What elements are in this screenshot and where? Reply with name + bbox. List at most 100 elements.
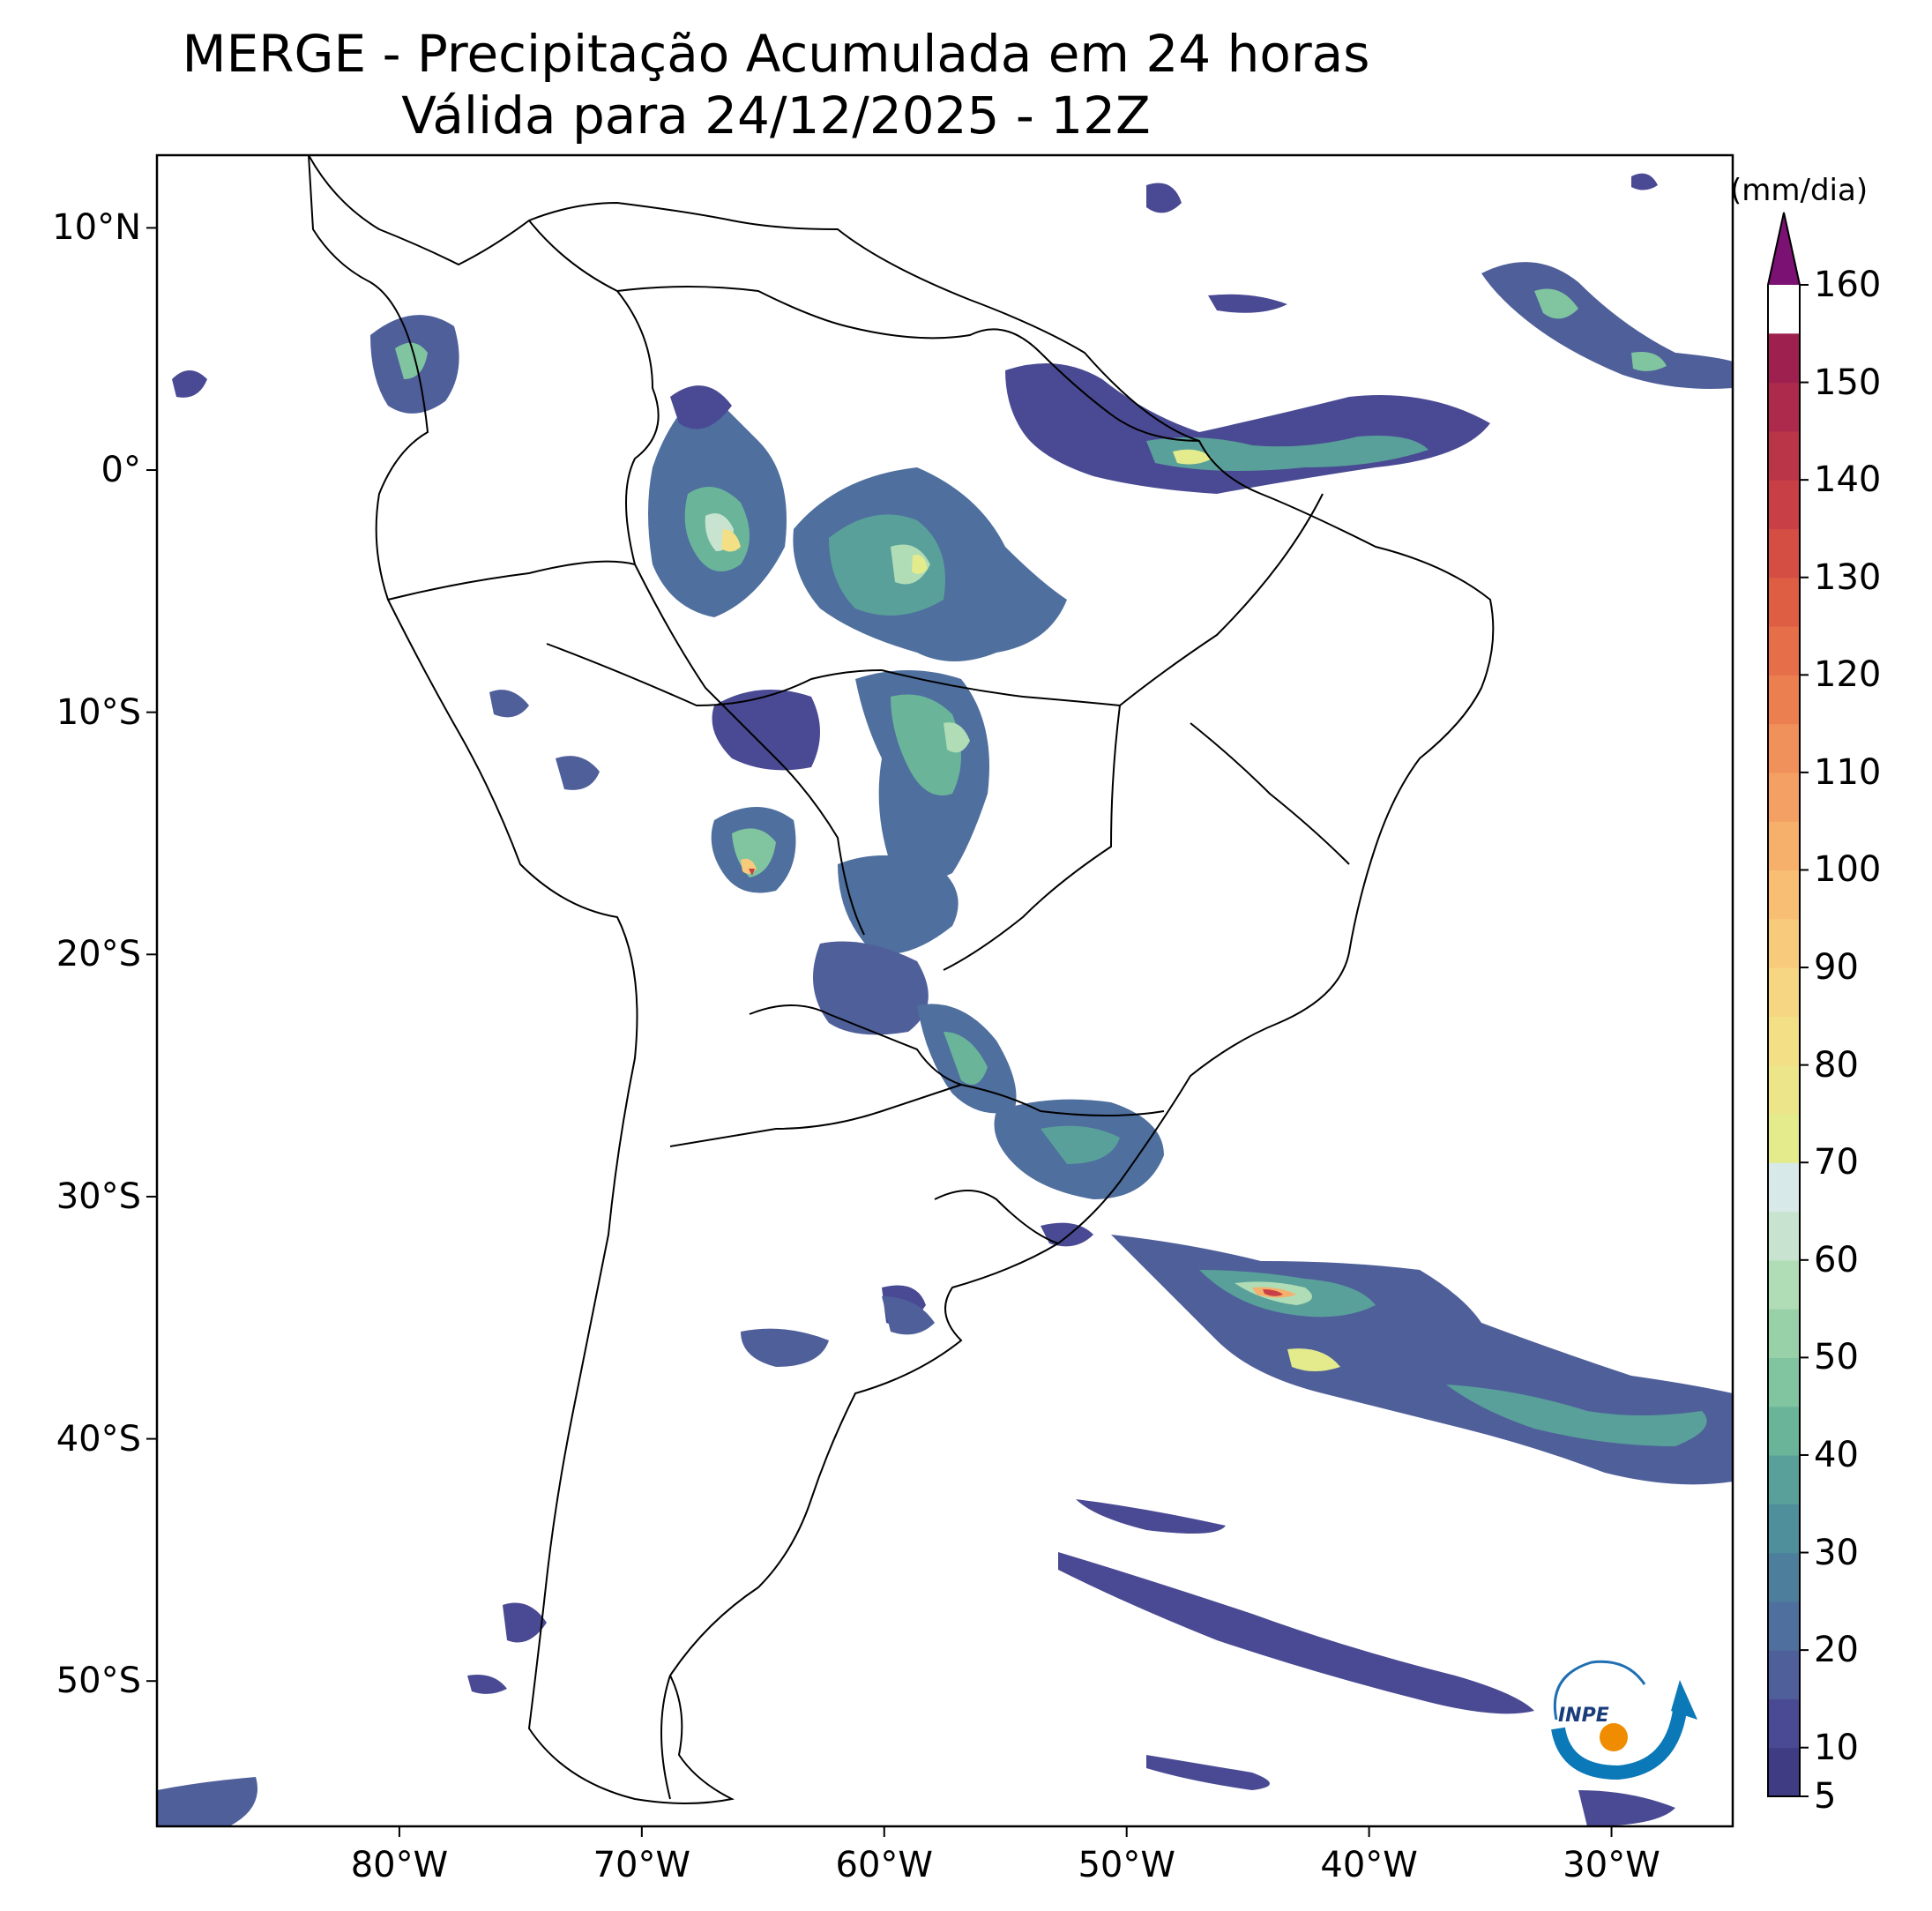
colorbar-segment — [1768, 1650, 1800, 1700]
rain-area — [1146, 436, 1428, 471]
colorbar-segment — [1768, 1064, 1800, 1115]
y-tick-label: 50°S — [56, 1661, 141, 1702]
colorbar-segment — [1768, 1309, 1800, 1358]
x-tick-label: 60°W — [835, 1845, 933, 1885]
x-axis-ticks — [398, 1826, 1613, 1837]
x-tick-label: 40°W — [1320, 1845, 1418, 1885]
colorbar-segment — [1768, 1747, 1800, 1797]
inpe-logo: INPE — [1551, 1660, 1697, 1780]
colorbar-extend-arrow — [1768, 213, 1800, 285]
colorbar-segment — [1768, 821, 1800, 871]
colorbar-tick-label: 120 — [1814, 654, 1882, 696]
colorbar-tick-label: 110 — [1814, 751, 1882, 793]
rain-area — [1005, 363, 1490, 494]
rain-area — [944, 722, 970, 753]
country-border — [669, 1084, 962, 1147]
colorbar-tick-label: 5 — [1814, 1776, 1837, 1817]
y-axis-ticks — [146, 227, 157, 1683]
y-tick-label: 10°N — [52, 207, 141, 249]
colorbar-segment — [1768, 723, 1800, 773]
country-border — [634, 564, 865, 936]
colorbar-tick-label: 140 — [1814, 459, 1882, 501]
colorbar-unit-label: (mm/dia) — [1730, 173, 1869, 208]
rain-area — [556, 756, 600, 790]
colorbar-segment — [1768, 870, 1800, 920]
rain-area — [489, 690, 529, 718]
x-tick-label: 50°W — [1078, 1845, 1175, 1885]
colorbar-segment — [1768, 1698, 1800, 1749]
rain-area — [1481, 262, 1733, 389]
colorbar-segment — [1768, 1113, 1800, 1163]
rain-area — [670, 385, 732, 429]
colorbar-tick-label: 30 — [1814, 1532, 1859, 1573]
colorbar-tick-label: 70 — [1814, 1142, 1859, 1183]
colorbar-segment — [1768, 1406, 1800, 1456]
colorbar-segment — [1768, 967, 1800, 1017]
map-subtitle: Válida para 24/12/2025 - 12Z — [401, 86, 1151, 146]
colorbar-segment — [1768, 1552, 1800, 1602]
x-tick-label: 70°W — [593, 1845, 691, 1885]
colorbar-tick-label: 50 — [1814, 1337, 1859, 1378]
country-border — [660, 1675, 671, 1800]
rain-area — [912, 555, 928, 574]
colorbar-segment — [1768, 577, 1800, 627]
colorbar-tick-label: 130 — [1814, 556, 1882, 598]
country-border — [749, 1004, 962, 1086]
rain-area — [1208, 294, 1287, 313]
colorbar-segment — [1768, 1259, 1800, 1310]
rain-area — [1173, 449, 1212, 465]
rain-area — [721, 529, 741, 552]
colorbar-frame — [1767, 212, 1801, 1797]
rain-area — [1631, 352, 1667, 371]
colorbar-tick-label: 10 — [1814, 1727, 1859, 1768]
rain-area — [503, 1602, 547, 1643]
x-tick-label: 30°W — [1563, 1845, 1660, 1885]
colorbar-segment — [1768, 1162, 1800, 1213]
map-frame — [155, 153, 1734, 1828]
rain-area — [838, 855, 959, 954]
rain-area — [1146, 183, 1182, 213]
y-tick-label: 10°S — [56, 691, 141, 733]
country-border — [934, 1190, 1059, 1244]
colorbar-segment — [1768, 772, 1800, 822]
rain-area — [1287, 1348, 1340, 1371]
continent-outline — [308, 155, 1495, 1804]
colorbar-tick-label: 80 — [1814, 1044, 1859, 1086]
rain-area — [891, 694, 961, 795]
rain-area — [1446, 1385, 1707, 1446]
colorbar-segment — [1768, 626, 1800, 676]
colorbar-tick-label: 20 — [1814, 1630, 1859, 1671]
map-title: MERGE - Precipitação Acumulada em 24 hor… — [182, 24, 1370, 84]
colorbar-segment — [1768, 1504, 1800, 1554]
country-border — [881, 669, 1121, 706]
rain-area — [172, 370, 207, 398]
rain-area — [882, 1296, 935, 1335]
colorbar-segment — [1768, 1016, 1800, 1066]
rain-area — [1534, 288, 1578, 319]
country-border — [616, 286, 1041, 354]
rain-area — [712, 690, 820, 771]
colorbar-segment — [1768, 1357, 1800, 1407]
country-border — [1190, 722, 1350, 865]
y-tick-label: 0° — [101, 450, 141, 491]
rain-area — [829, 514, 945, 616]
rain-area — [741, 1328, 829, 1367]
rain-area — [1041, 1222, 1093, 1247]
colorbar-tick-label: 100 — [1814, 849, 1882, 891]
rain-area — [467, 1675, 507, 1694]
colorbar-segment — [1768, 480, 1800, 530]
rain-area — [1146, 1755, 1270, 1790]
y-tick-label: 20°S — [56, 934, 141, 975]
colorbar-segment — [1768, 918, 1800, 968]
rain-area — [1578, 1790, 1675, 1826]
colorbar-segment — [1768, 675, 1800, 725]
rain-area — [813, 941, 929, 1035]
country-border — [387, 560, 636, 601]
colorbar-segment — [1768, 528, 1800, 579]
colorbar-tick-label: 60 — [1814, 1239, 1859, 1280]
colorbar-segment — [1768, 333, 1800, 384]
colorbar-segment — [1768, 430, 1800, 481]
rain-area — [1631, 173, 1658, 190]
country-border — [1040, 352, 1200, 442]
